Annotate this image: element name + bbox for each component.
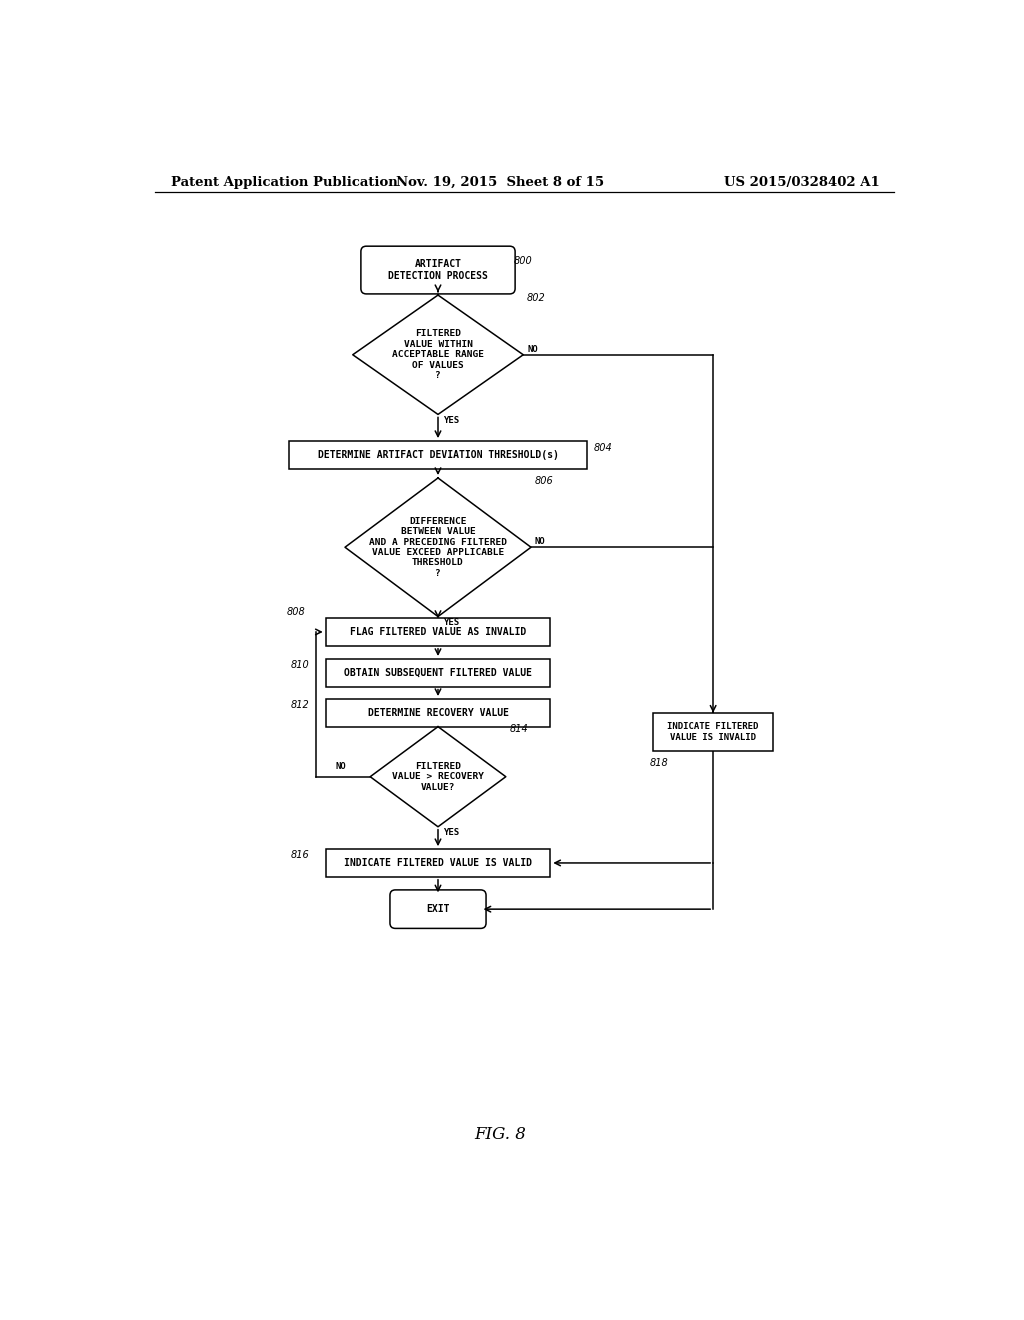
Text: NO: NO xyxy=(527,345,538,354)
Text: EXIT: EXIT xyxy=(426,904,450,915)
Text: YES: YES xyxy=(443,416,460,425)
Text: 806: 806 xyxy=(535,475,554,486)
Bar xyxy=(326,618,550,645)
Text: OBTAIN SUBSEQUENT FILTERED VALUE: OBTAIN SUBSEQUENT FILTERED VALUE xyxy=(344,668,532,677)
Text: 818: 818 xyxy=(649,758,668,768)
Bar xyxy=(326,659,550,686)
Text: 804: 804 xyxy=(593,444,612,453)
Text: 802: 802 xyxy=(527,293,546,302)
Text: 812: 812 xyxy=(291,700,309,710)
Text: 810: 810 xyxy=(291,660,309,669)
Text: 814: 814 xyxy=(510,725,528,734)
Bar xyxy=(326,849,550,876)
Text: YES: YES xyxy=(443,618,460,627)
Text: FIG. 8: FIG. 8 xyxy=(474,1126,526,1143)
Text: Patent Application Publication: Patent Application Publication xyxy=(171,176,397,189)
Text: NO: NO xyxy=(535,537,546,546)
Text: ARTIFACT
DETECTION PROCESS: ARTIFACT DETECTION PROCESS xyxy=(388,259,488,281)
Bar xyxy=(326,700,550,726)
Text: DIFFERENCE
BETWEEN VALUE
AND A PRECEDING FILTERED
VALUE EXCEED APPLICABLE
THRESH: DIFFERENCE BETWEEN VALUE AND A PRECEDING… xyxy=(369,516,507,578)
Text: Nov. 19, 2015  Sheet 8 of 15: Nov. 19, 2015 Sheet 8 of 15 xyxy=(396,176,604,189)
Text: 808: 808 xyxy=(287,607,305,616)
Text: 800: 800 xyxy=(514,256,532,267)
Text: US 2015/0328402 A1: US 2015/0328402 A1 xyxy=(724,176,880,189)
Bar xyxy=(653,713,773,751)
Text: 816: 816 xyxy=(291,850,309,859)
Text: FLAG FILTERED VALUE AS INVALID: FLAG FILTERED VALUE AS INVALID xyxy=(350,627,526,638)
Text: FILTERED
VALUE > RECOVERY
VALUE?: FILTERED VALUE > RECOVERY VALUE? xyxy=(392,762,484,792)
Text: NO: NO xyxy=(335,763,346,771)
Text: INDICATE FILTERED
VALUE IS INVALID: INDICATE FILTERED VALUE IS INVALID xyxy=(668,722,759,742)
Text: INDICATE FILTERED VALUE IS VALID: INDICATE FILTERED VALUE IS VALID xyxy=(344,858,532,869)
Text: FILTERED
VALUE WITHIN
ACCEPTABLE RANGE
OF VALUES
?: FILTERED VALUE WITHIN ACCEPTABLE RANGE O… xyxy=(392,330,484,380)
Text: YES: YES xyxy=(443,829,460,837)
FancyBboxPatch shape xyxy=(390,890,486,928)
FancyBboxPatch shape xyxy=(360,247,515,294)
Text: DETERMINE ARTIFACT DEVIATION THRESHOLD(s): DETERMINE ARTIFACT DEVIATION THRESHOLD(s… xyxy=(317,450,558,459)
Bar xyxy=(289,441,587,469)
Text: DETERMINE RECOVERY VALUE: DETERMINE RECOVERY VALUE xyxy=(368,708,509,718)
